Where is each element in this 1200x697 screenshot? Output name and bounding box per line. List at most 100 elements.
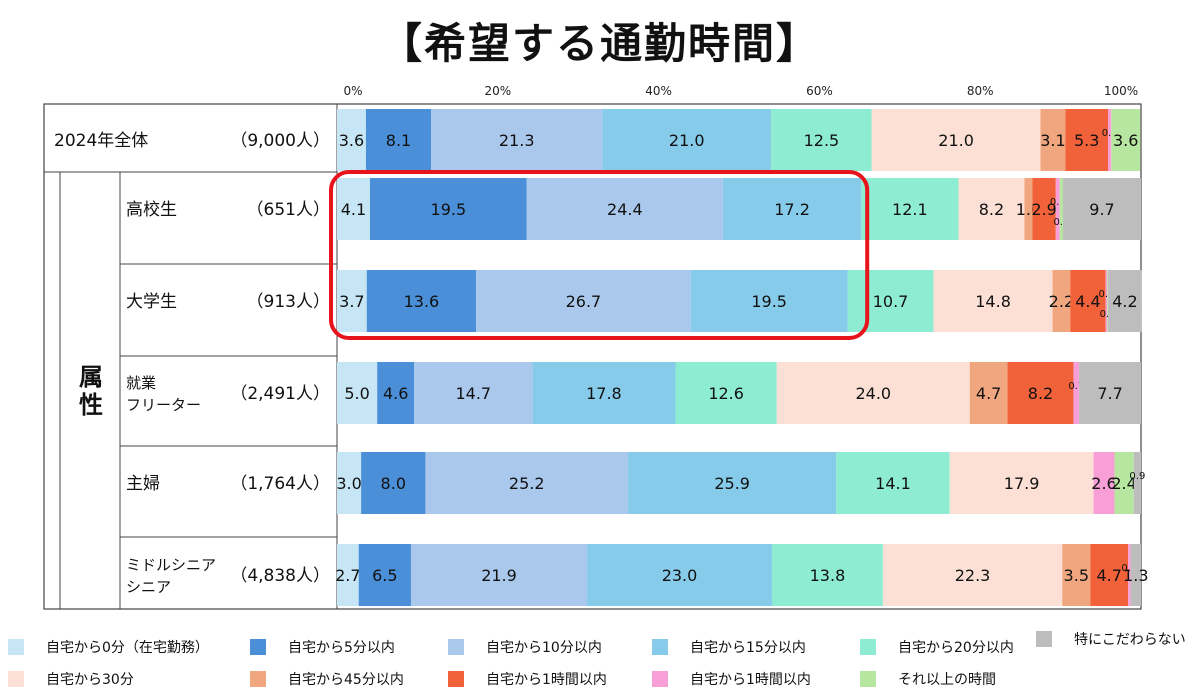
data-label: 12.1 xyxy=(892,200,928,219)
legend-label: 自宅から45分以内 xyxy=(288,672,404,688)
data-label: 21.3 xyxy=(499,131,535,150)
bar-segment xyxy=(861,178,959,240)
row-count: （9,000人） xyxy=(230,131,330,151)
data-label: 3.6 xyxy=(1113,131,1138,150)
bar-segment xyxy=(1130,544,1141,606)
data-label: 3.7 xyxy=(339,292,364,311)
legend-label: 自宅から15分以内 xyxy=(690,640,806,656)
row-label: 高校生 xyxy=(126,200,177,220)
data-label: 22.3 xyxy=(955,566,991,585)
data-label: 14.1 xyxy=(875,474,911,493)
legend-label: 自宅から10分以内 xyxy=(486,640,602,656)
data-label: 2.7 xyxy=(335,566,360,585)
data-label: 21.9 xyxy=(481,566,517,585)
data-label: 14.8 xyxy=(975,292,1011,311)
data-label: 17.8 xyxy=(586,384,622,403)
group-label: 属 xyxy=(79,363,103,391)
data-label: 0.5 xyxy=(1050,197,1066,208)
legend-swatch xyxy=(860,671,876,687)
bar-segment xyxy=(1032,178,1056,240)
data-label: 0.2 xyxy=(1098,289,1114,300)
bar-segment xyxy=(628,452,837,514)
row-label: 主婦 xyxy=(126,474,160,494)
bar-segment xyxy=(337,544,359,606)
row-label: フリーター xyxy=(126,396,201,414)
data-label: 4.4 xyxy=(1075,292,1100,311)
row-count: （651人） xyxy=(247,200,330,220)
legend-swatch xyxy=(448,639,464,655)
row-count: （1,764人） xyxy=(230,474,330,494)
legend-label: 自宅から5分以内 xyxy=(288,640,395,656)
data-label: 0.3 xyxy=(1121,563,1137,574)
data-label: 25.9 xyxy=(714,474,750,493)
data-label: 24.0 xyxy=(855,384,891,403)
bar-segment xyxy=(847,270,934,332)
row-count: （4,838人） xyxy=(230,566,330,586)
axis-tick-label: 60% xyxy=(806,84,833,98)
bar-segment xyxy=(690,270,848,332)
bar-segment xyxy=(871,109,1041,171)
bar-segment xyxy=(969,362,1008,424)
bar-segment xyxy=(1079,362,1141,424)
axis-tick-label: 100% xyxy=(1104,84,1138,98)
legend-label: 特にこだわらない xyxy=(1074,632,1186,648)
bar-segment xyxy=(1114,452,1134,514)
data-label: 0.1 xyxy=(1100,309,1116,320)
row-count: （913人） xyxy=(247,292,330,312)
bar-segment xyxy=(1065,109,1109,171)
data-label: 19.5 xyxy=(751,292,787,311)
legend: 自宅から0分（在宅勤務） 自宅から5分以内 自宅から10分以内 自宅から15分以内 自宅… xyxy=(0,628,1200,697)
data-label: 12.5 xyxy=(804,131,840,150)
data-label: 6.5 xyxy=(372,566,397,585)
axis-tick-label: 20% xyxy=(484,84,511,98)
legend-item: 自宅から1時間以内 xyxy=(448,668,607,690)
bar-segment xyxy=(776,362,970,424)
table-frame xyxy=(43,103,1142,610)
bar-segment xyxy=(1108,109,1112,171)
bar-segment xyxy=(1055,178,1060,240)
data-label: 8.0 xyxy=(381,474,406,493)
legend-swatch xyxy=(448,671,464,687)
data-label: 17.2 xyxy=(774,200,810,219)
legend-label: 自宅から20分以内 xyxy=(898,640,1014,656)
bar-segment xyxy=(1093,452,1115,514)
bar-segment xyxy=(337,452,362,514)
axis-tick-label: 0% xyxy=(343,84,362,98)
row-label: 就業 xyxy=(126,374,156,392)
data-label: 4.2 xyxy=(1112,292,1137,311)
data-label: 12.6 xyxy=(708,384,744,403)
data-label: 3.1 xyxy=(1040,131,1065,150)
data-label: 13.6 xyxy=(404,292,440,311)
data-label: 21.0 xyxy=(938,131,974,150)
data-label: 8.1 xyxy=(386,131,411,150)
row-count: （2,491人） xyxy=(230,384,330,404)
bar-segment xyxy=(882,544,1063,606)
bar-segment xyxy=(1070,270,1106,332)
legend-item: 自宅から20分以内 xyxy=(860,636,1014,658)
group-label: 性 xyxy=(79,391,103,419)
legend-swatch xyxy=(652,639,668,655)
row-label: ミドルシニア xyxy=(126,556,216,574)
data-label: 3.0 xyxy=(336,474,361,493)
data-label: 0.4 xyxy=(1053,217,1069,228)
bar-segment xyxy=(1063,178,1141,240)
bar-segment xyxy=(771,544,883,606)
bar-segment xyxy=(1073,362,1080,424)
data-label: 14.7 xyxy=(455,384,491,403)
bar-segment xyxy=(337,109,366,171)
bar-segment xyxy=(1007,362,1074,424)
legend-swatch xyxy=(250,639,266,655)
bar-segment xyxy=(337,178,370,240)
legend-swatch xyxy=(652,671,668,687)
bar-segment xyxy=(602,109,772,171)
data-label: 17.9 xyxy=(1004,474,1040,493)
highlight-box xyxy=(329,170,870,340)
bar-segment xyxy=(771,109,872,171)
bar-segment xyxy=(410,544,588,606)
row-label: シニア xyxy=(126,578,171,596)
legend-item: 自宅から10分以内 xyxy=(448,636,602,658)
data-label: 7.7 xyxy=(1097,384,1122,403)
bar-segment xyxy=(431,109,603,171)
data-label: 21.0 xyxy=(669,131,705,150)
bar-segment xyxy=(337,270,367,332)
